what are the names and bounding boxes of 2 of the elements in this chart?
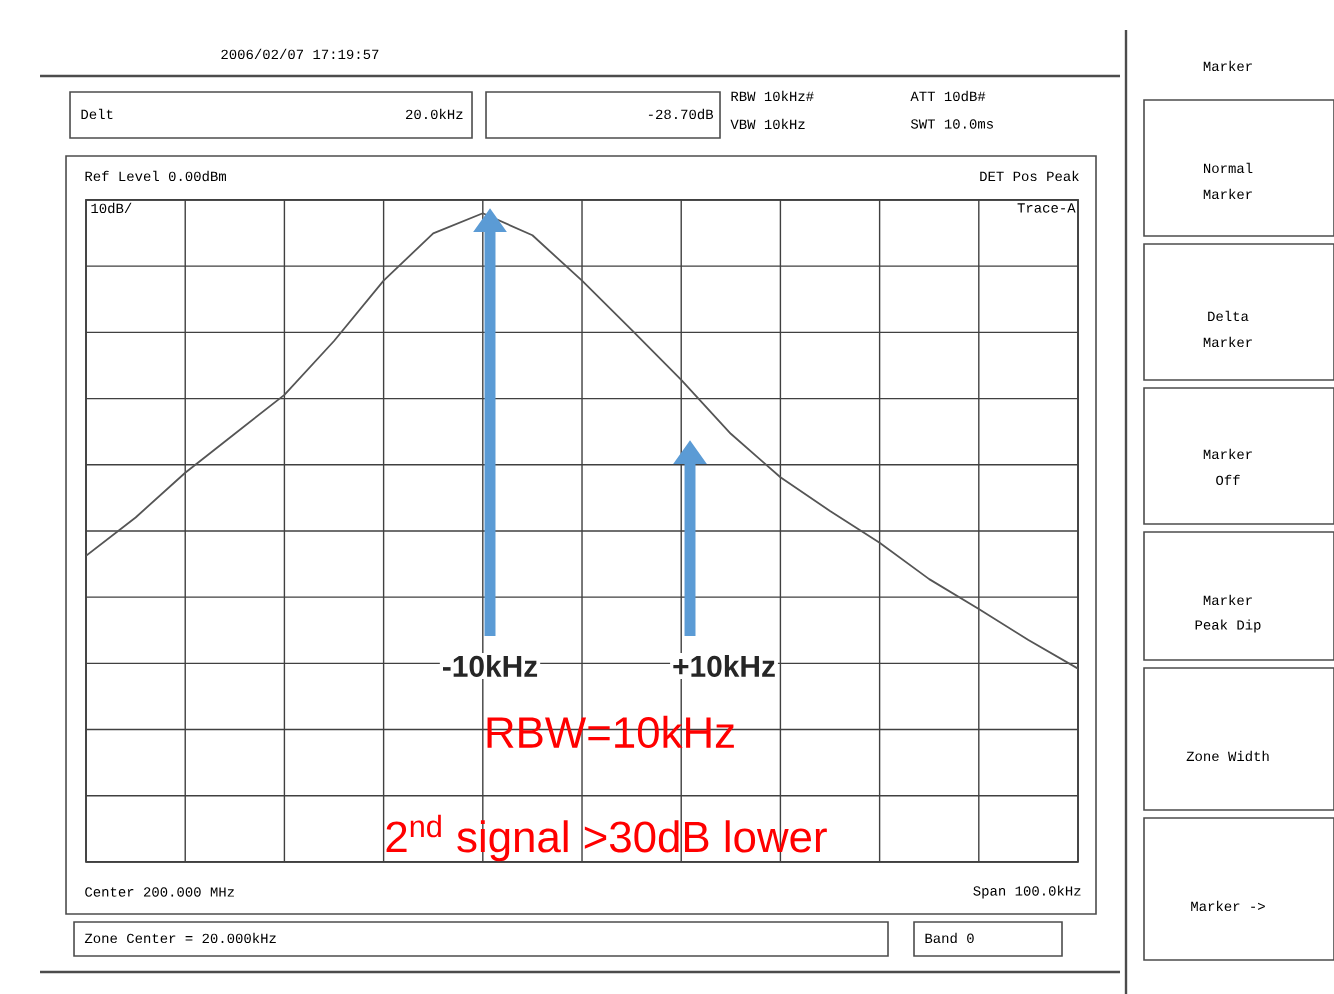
annotation: -10kHz: [442, 655, 538, 677]
annotation: +10kHz: [673, 655, 775, 677]
